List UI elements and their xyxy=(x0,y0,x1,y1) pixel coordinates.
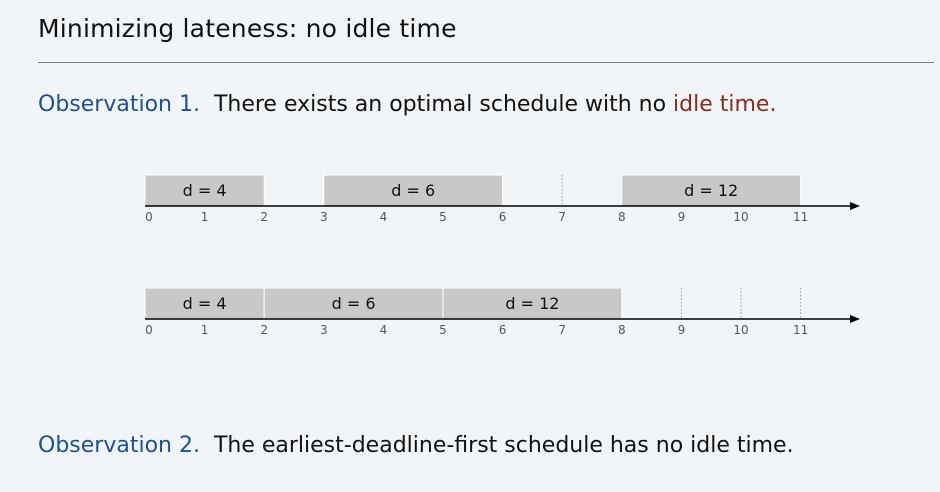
title-divider xyxy=(38,62,934,63)
timeline-1-job-3 xyxy=(621,174,802,207)
observation-1: Observation 1. There exists an optimal s… xyxy=(38,92,776,117)
timeline-1-job-label: d = 12 xyxy=(684,181,738,200)
timeline-2-job-3 xyxy=(442,287,623,320)
timeline-2-tick-label: 2 xyxy=(260,323,268,337)
timeline-1-tick-label: 2 xyxy=(260,210,268,224)
timeline-2-job-label: d = 12 xyxy=(505,294,559,313)
timeline-1-job-1 xyxy=(144,174,265,207)
timeline-2-tick-label: 9 xyxy=(678,323,686,337)
timeline-2-tick-label: 3 xyxy=(320,323,328,337)
timeline-1-axis-arrow xyxy=(850,202,860,210)
observation-2-text: The earliest-deadline-first schedule has… xyxy=(213,433,794,458)
timeline-1-tick-label: 0 xyxy=(145,210,153,224)
timeline-2-tick-label: 11 xyxy=(793,323,808,337)
timeline-1-job-label: d = 4 xyxy=(183,181,227,200)
timeline-1-tick-label: 10 xyxy=(733,210,748,224)
timeline-1-tick-label: 3 xyxy=(320,210,328,224)
timeline-1-tick-label: 1 xyxy=(201,210,209,224)
observation-1-label: Observation 1. xyxy=(38,92,200,117)
timeline-1-tick-label: 8 xyxy=(618,210,626,224)
timeline-2-tick-label: 10 xyxy=(733,323,748,337)
timeline-2-tick-label: 0 xyxy=(145,323,153,337)
timeline-1-job-label: d = 6 xyxy=(391,181,435,200)
timeline-1-tick-label: 4 xyxy=(380,210,388,224)
timeline-2-axis-arrow xyxy=(850,315,860,323)
timeline-2-tick-label: 7 xyxy=(558,323,566,337)
observation-2: Observation 2. The earliest-deadline-fir… xyxy=(38,433,794,458)
timeline-2-job-label: d = 4 xyxy=(183,294,227,313)
observation-1-highlight: idle time. xyxy=(673,92,777,117)
timeline-1-tick-label: 11 xyxy=(793,210,808,224)
timeline-1-tick-label: 7 xyxy=(558,210,566,224)
page-title: Minimizing lateness: no idle time xyxy=(38,14,457,43)
observation-2-label: Observation 2. xyxy=(38,433,200,458)
timeline-2-tick-label: 6 xyxy=(499,323,507,337)
timeline-2-tick-label: 4 xyxy=(380,323,388,337)
timeline-1-tick-label: 9 xyxy=(678,210,686,224)
timeline-2-tick-label: 1 xyxy=(201,323,209,337)
timeline-1-tick-label: 6 xyxy=(499,210,507,224)
timeline-1-tick-label: 5 xyxy=(439,210,447,224)
timeline-2-tick-label: 8 xyxy=(618,323,626,337)
timeline-2-tick-label: 5 xyxy=(439,323,447,337)
observation-1-text: There exists an optimal schedule with no xyxy=(213,92,674,117)
timeline-2-job-label: d = 6 xyxy=(332,294,376,313)
timeline-2-job-2 xyxy=(263,287,444,320)
